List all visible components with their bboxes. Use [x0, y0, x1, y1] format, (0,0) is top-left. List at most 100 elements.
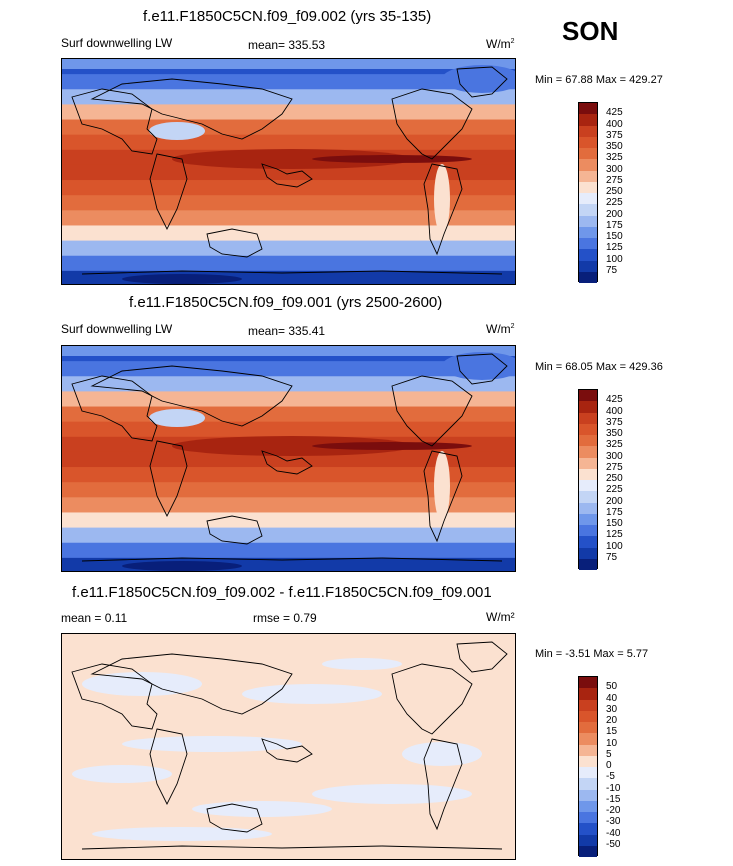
coastline	[206, 803, 263, 833]
coastline	[149, 153, 188, 231]
panel1-variable-label: Surf downwelling LW	[61, 36, 173, 50]
colorbar-tick-label: 5	[606, 748, 612, 760]
panel1-map	[61, 58, 516, 285]
colorbar-swatch	[579, 688, 597, 700]
coastline	[206, 515, 263, 545]
panel1-minmax: Min = 67.88 Max = 429.27	[535, 74, 663, 86]
colorbar-tick-label: -30	[606, 816, 621, 828]
colorbar-swatch	[579, 480, 597, 492]
coastline	[456, 66, 508, 98]
colorbar-swatch	[579, 260, 597, 272]
colorbar-tick-label: 175	[606, 506, 623, 518]
colorbar-tick-label: 175	[606, 219, 623, 231]
field-highland-patch	[149, 122, 205, 140]
colorbar-tick-label: 375	[606, 416, 623, 428]
colorbar-swatch	[579, 677, 597, 689]
colorbar-swatch	[579, 468, 597, 480]
field-band	[62, 391, 515, 408]
panel3-units: W/m²	[486, 610, 515, 624]
field-greenland-patch	[442, 65, 515, 93]
field-negative-patch	[242, 684, 382, 704]
coastline	[423, 163, 463, 256]
colorbar-tick-label: 100	[606, 540, 623, 552]
colorbar-tick-label: 375	[606, 129, 623, 141]
panel1-map-svg	[62, 59, 515, 284]
field-band	[62, 119, 515, 136]
field-band	[62, 104, 515, 121]
field-band	[62, 542, 515, 559]
colorbar-swatch	[579, 390, 597, 402]
colorbar-tick-label: 350	[606, 141, 623, 152]
colorbar-tick-label: 425	[606, 107, 623, 119]
colorbar-tick-label: 275	[606, 174, 623, 186]
panel2-map	[61, 345, 516, 572]
colorbar-swatch	[579, 136, 597, 148]
field-band	[62, 527, 515, 544]
panel1-mean-label: mean= 335.53	[248, 38, 326, 52]
field-band	[62, 512, 515, 529]
colorbar-tick-label: 225	[606, 484, 623, 496]
colorbar-tick-label: 75	[606, 264, 618, 276]
field-band	[62, 74, 515, 90]
coastline	[71, 375, 158, 442]
colorbar-tick-label: 100	[606, 253, 623, 265]
colorbar-swatch	[579, 755, 597, 767]
colorbar-tick-label: -20	[606, 805, 621, 816]
field-andes	[434, 164, 450, 234]
colorbar-swatch	[579, 800, 597, 812]
colorbar-swatch	[579, 558, 597, 570]
field-band	[62, 89, 515, 105]
colorbar-swatch	[579, 249, 597, 261]
field-greenland-patch	[442, 352, 515, 380]
coastline	[81, 270, 503, 275]
field-antarctic	[122, 561, 242, 571]
colorbar-tick-label: 125	[606, 242, 623, 254]
colorbar-swatch	[579, 457, 597, 469]
colorbar-tick-label: 425	[606, 394, 623, 406]
coastline	[456, 641, 508, 673]
colorbar-tick-label: 200	[606, 208, 623, 220]
panel3-minmax: Min = -3.51 Max = 5.77	[535, 648, 649, 660]
colorbar-swatch	[579, 238, 597, 250]
coastline	[423, 738, 463, 831]
colorbar-tick-label: 30	[606, 703, 618, 715]
panel2-mean-label: mean= 335.41	[248, 324, 326, 338]
coastline	[71, 88, 158, 155]
panel1-units: W/m2	[486, 37, 515, 51]
colorbar-swatch	[579, 547, 597, 559]
colorbar-swatch	[579, 215, 597, 227]
panel2-minmax: Min = 68.05 Max = 429.36	[535, 361, 663, 373]
colorbar-swatch	[579, 778, 597, 790]
panel1-title: f.e11.F1850C5CN.f09_f09.002 (yrs 35-135)	[143, 8, 432, 25]
colorbar-tick-label: 275	[606, 461, 623, 473]
colorbar-tick-label: 150	[606, 518, 623, 529]
coastline	[149, 728, 188, 806]
colorbar-swatch	[579, 226, 597, 238]
colorbar-swatch	[579, 125, 597, 137]
colorbar-tick-label: 400	[606, 405, 623, 417]
colorbar-tick-label: 40	[606, 692, 618, 704]
colorbar-tick-label: 350	[606, 428, 623, 439]
colorbar-tick-label: -50	[606, 838, 621, 850]
panel3-map-svg	[62, 634, 515, 859]
field-negative-patch	[322, 658, 402, 670]
colorbar-tick-label: 300	[606, 450, 623, 462]
field-band	[62, 482, 515, 498]
colorbar-swatch	[579, 812, 597, 824]
colorbar-tick-label: 225	[606, 197, 623, 209]
colorbar-swatch	[579, 536, 597, 548]
colorbar-swatch	[579, 513, 597, 525]
colorbar-swatch	[579, 181, 597, 193]
colorbar-swatch	[579, 733, 597, 745]
colorbar-tick-label: -40	[606, 827, 621, 839]
panel3-map	[61, 633, 516, 860]
field-negative-patch	[192, 801, 332, 817]
colorbar-swatch	[579, 767, 597, 779]
colorbar-swatch	[579, 710, 597, 722]
colorbar-tick-label: 15	[606, 726, 618, 738]
colorbar-tick-label: -5	[606, 771, 615, 783]
colorbar-swatch	[579, 789, 597, 801]
colorbar-tick-label: 250	[606, 473, 623, 484]
field-itcz	[312, 155, 472, 163]
colorbar-tick-label: -15	[606, 793, 621, 805]
